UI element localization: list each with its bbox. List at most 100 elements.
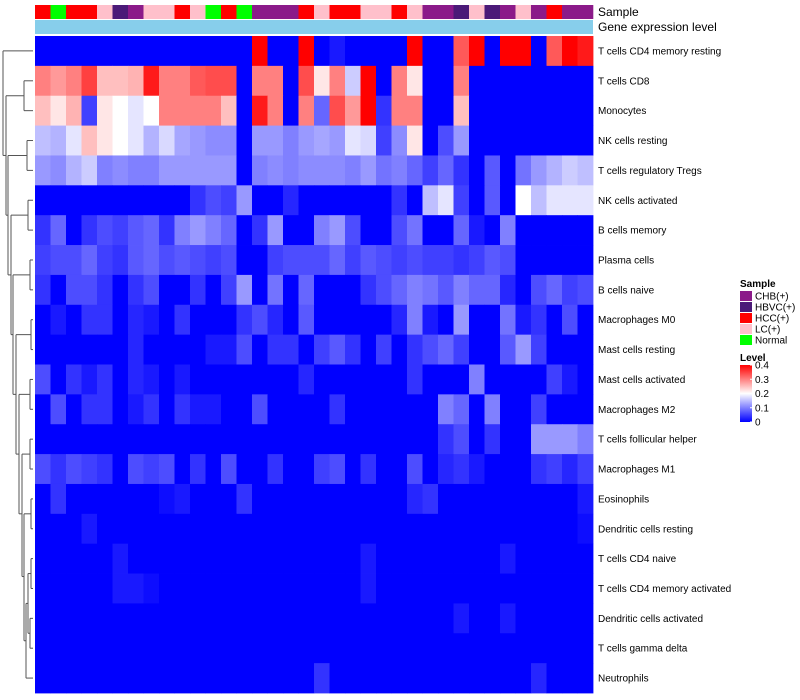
heatmap-cell [252,513,268,545]
row-label: T cells CD4 memory activated [598,584,731,595]
heatmap-cell [376,304,392,336]
heatmap-cell [562,424,578,455]
level-tick-label: 0.3 [755,375,769,386]
heatmap-cell [50,483,67,515]
heatmap-cell [128,274,144,306]
heatmap-cell [283,603,299,634]
heatmap-cell [438,125,454,156]
heatmap-cell [376,663,392,694]
heatmap-cell [577,125,594,156]
heatmap-cell [267,424,284,455]
heatmap-cell [112,334,129,365]
heatmap-cell [205,543,222,574]
heatmap-cell [128,245,144,276]
heatmap-cell [484,573,501,604]
heatmap-cell [577,424,594,455]
heatmap-cell [236,573,253,604]
heatmap-cell [221,95,237,126]
heatmap-cell [81,513,98,545]
heatmap-cell [81,364,98,395]
heatmap-cell [143,155,160,186]
heatmap-cell [221,513,237,545]
sample-annotation-cell [66,5,82,19]
heatmap-cell [469,274,485,306]
heatmap-cell [314,663,330,694]
heatmap-cell [128,185,144,216]
heatmap-cell [422,543,439,574]
heatmap-cell [112,543,129,574]
heatmap-cell [562,454,578,485]
heatmap-cell [546,483,563,515]
heatmap-cell [298,633,315,664]
heatmap-cell [50,155,67,186]
sample-annotation-cell [252,5,268,19]
heatmap-cell [159,245,175,276]
heatmap-cell [190,513,206,545]
heatmap-cell [376,483,392,515]
heatmap-cell [577,95,594,126]
heatmap-cell [407,364,423,395]
heatmap-cell [205,155,222,186]
heatmap-cell [35,633,51,664]
heatmap-cell [159,513,175,545]
heatmap-cell [577,65,594,97]
heatmap-cell [562,633,578,664]
heatmap-cell [236,424,253,455]
level-tick-label: 0 [755,418,761,429]
heatmap-cell [298,454,315,485]
heatmap-cell [577,334,594,365]
heatmap-cell [174,454,191,485]
sample-annotation-cell [128,5,144,19]
heatmap-cell [35,663,51,694]
heatmap-cell [81,483,98,515]
heatmap-cell [252,483,268,515]
heatmap-cell [143,215,160,246]
heatmap-cell [360,454,377,485]
row-label: Macrophages M2 [598,405,676,416]
heatmap-cell [314,125,330,156]
heatmap-cell [515,155,532,186]
heatmap-cell [453,36,470,67]
heatmap-cell [329,424,346,455]
row-label: Mast cells activated [598,375,685,386]
heatmap-cell [174,185,191,216]
heatmap-cell [35,65,51,97]
heatmap-cell [500,155,516,186]
heatmap-cell [66,394,82,425]
heatmap-cell [469,663,485,694]
sample-annotation-cell [484,5,501,19]
heatmap-cell [376,454,392,485]
heatmap-cell [562,274,578,306]
heatmap-cell [252,215,268,246]
heatmap-cell [500,125,516,156]
heatmap-cell [112,245,129,276]
heatmap-cell [66,185,82,216]
heatmap-cell [143,543,160,574]
heatmap-cell [484,185,501,216]
heatmap-cell [500,334,516,365]
heatmap-cell [35,603,51,634]
heatmap-cell [174,424,191,455]
heatmap-cell [577,364,594,395]
sample-annotation-cell [422,5,439,19]
heatmap-cell [438,95,454,126]
heatmap-cell [329,663,346,694]
sample-annotation-cell [283,5,299,19]
heatmap-cell [469,36,485,67]
heatmap-cell [205,633,222,664]
heatmap-cell [376,364,392,395]
heatmap-cell [159,155,175,186]
heatmap-cell [469,215,485,246]
heatmap-cell [143,125,160,156]
heatmap-cell [159,274,175,306]
heatmap-cell [314,274,330,306]
heatmap-cell [298,36,315,67]
heatmap-cell [453,95,470,126]
heatmap-cell [500,364,516,395]
heatmap-cell [35,424,51,455]
heatmap-cell [190,663,206,694]
heatmap-cell [221,424,237,455]
heatmap-cell [345,394,361,425]
heatmap-cell [112,573,129,604]
heatmap-cell [205,573,222,604]
